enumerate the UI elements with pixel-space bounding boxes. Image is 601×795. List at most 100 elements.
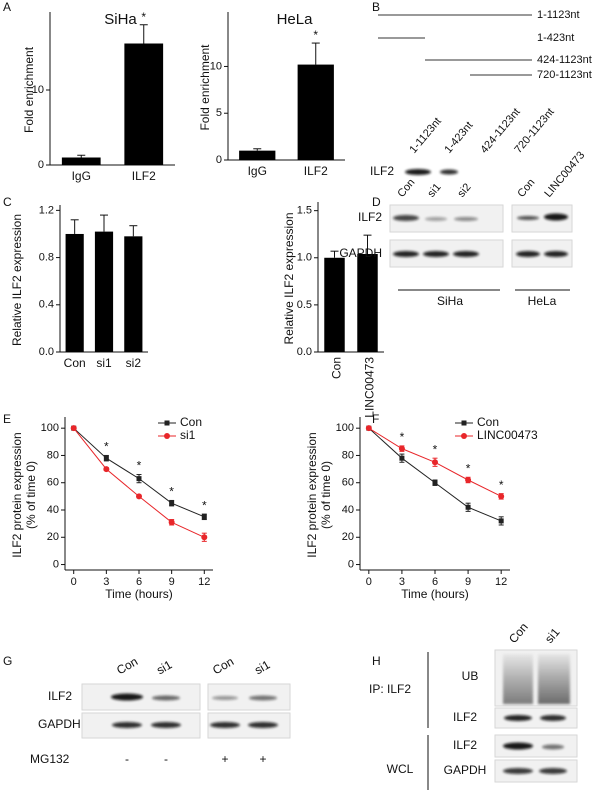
blot-background [494,759,578,783]
blot-band [454,217,478,221]
y-tick-label: 0 [348,558,354,570]
blot-background [494,734,578,758]
blot-band [393,215,419,221]
treatment-sign: - [125,752,129,766]
panel-label: H [372,654,381,668]
marker [398,445,405,452]
treatment-label: MG132 [30,752,70,766]
panel-label: A [3,0,11,14]
row-label: ILF2 [48,689,72,703]
marker [365,425,372,432]
group-label: SiHa [437,294,463,308]
row-label: ILF2 [370,164,394,178]
bar [324,257,345,352]
construct-label: 1-423nt [537,32,574,44]
blot-band [423,251,449,257]
wcl-label: WCL [387,762,414,776]
significance: * [141,10,146,24]
y-tick-label: 0.0 [39,346,54,358]
blot-band [111,693,143,701]
marker [432,459,438,466]
y-tick-label: 20 [47,531,59,543]
legend-label: LINC00473 [477,428,538,442]
y-tick-label: 60 [342,477,354,489]
marker [465,504,471,510]
y-tick-label: 40 [342,504,354,516]
y-tick-label: 100 [41,422,59,434]
blot-band [503,742,533,750]
legend-marker [461,433,467,439]
x-tick-label: 12 [495,576,507,588]
x-tick-label: 3 [399,576,405,588]
y-axis-label: Fold enrichment [22,46,36,133]
y-axis-label: (% of time 0) [24,461,38,529]
x-tick-label: 9 [169,576,175,588]
y-tick-label: 0 [216,154,222,166]
legend-label: Con [477,415,499,429]
marker [136,476,142,482]
y-tick-label: 80 [342,449,354,461]
blot-band [440,169,458,175]
construct-label: 1-1123nt [537,9,580,21]
lane-label: 1-423nt [442,119,475,155]
y-tick-label: 1.5 [297,205,312,217]
marker [136,493,142,500]
x-tick-label: si1 [96,356,112,370]
row-label: GAPDH [444,763,487,777]
y-tick-label: 60 [47,477,59,489]
y-tick-label: 0.8 [39,251,54,263]
marker [432,480,438,486]
marker [201,534,208,541]
ip-label: IP: ILF2 [369,682,411,696]
chart-title: HeLa [277,11,314,28]
marker [498,518,504,524]
blot-band [544,213,568,221]
marker [168,519,175,526]
lane-label: Con [515,177,537,200]
x-tick-label: Con [330,357,344,379]
treatment-sign: + [221,752,228,766]
y-axis-label: Relative ILF2 expression [282,212,296,344]
legend-marker [164,420,170,426]
bar [124,43,164,165]
blot-background [207,683,291,711]
blot-band [540,715,566,721]
significance: * [137,459,142,473]
legend-marker [461,420,467,426]
lane-label: Con [114,654,140,677]
y-tick-label: 0 [38,159,44,171]
panel-label: B [372,0,380,14]
marker [169,500,175,506]
y-tick-label: 100 [336,422,354,434]
x-tick-label: IgG [248,164,267,178]
blot-band [544,251,568,257]
lane-label: si1 [425,181,443,199]
x-tick-label: 6 [136,576,142,588]
y-tick-label: 40 [47,504,59,516]
bar [239,150,276,160]
y-axis-label: ILF2 protein expression [305,432,319,557]
x-tick-label: 6 [432,576,438,588]
blot-band [210,722,240,728]
chart-title: SiHa [104,11,137,28]
y-tick-label: 5 [216,107,222,119]
panel-label: D [372,195,381,209]
y-tick-label: 80 [47,449,59,461]
treatment-sign: + [259,752,266,766]
blot-band [152,695,180,701]
blot-band [151,722,181,728]
x-tick-label: IgG [72,169,91,183]
x-tick-label: LINC00473 [363,357,377,418]
blot-band [503,768,533,774]
legend-marker [164,433,170,439]
blot-band [212,696,238,700]
lane-label: si1 [252,657,273,677]
marker [498,493,505,500]
y-tick-label: 0.4 [39,299,54,311]
x-axis-label: Time (hours) [401,587,469,601]
row-label: ILF2 [453,738,477,752]
blot-smear [503,654,533,704]
construct-label: 424-1123nt [537,54,592,66]
